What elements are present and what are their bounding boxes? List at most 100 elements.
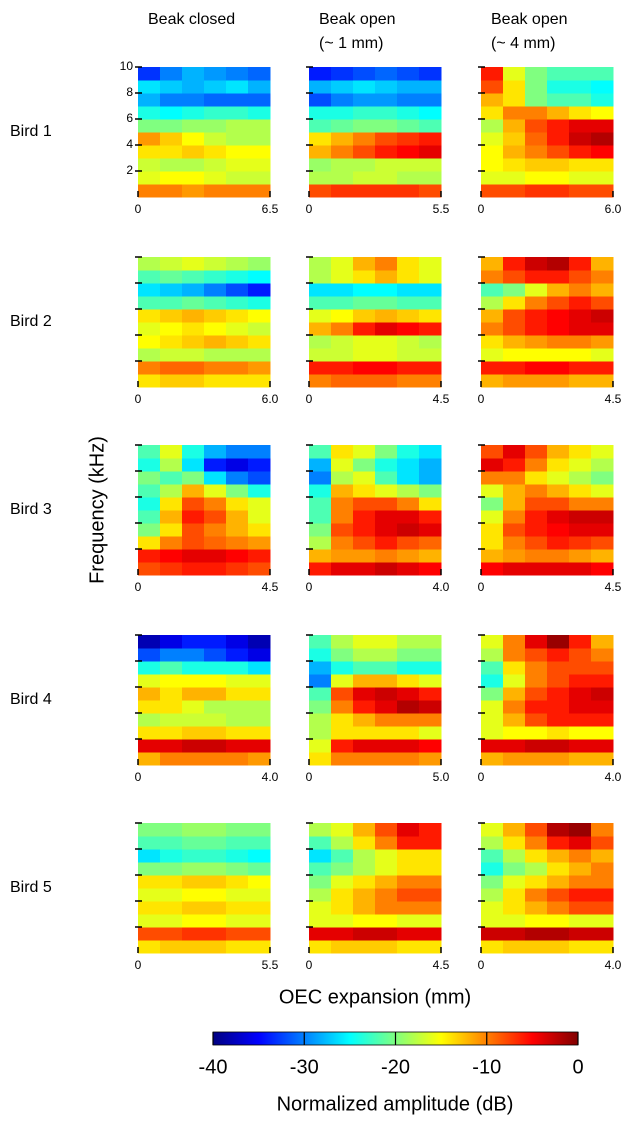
heatmap-cell <box>375 562 398 576</box>
heatmap-cell <box>182 875 205 889</box>
heatmap-cell <box>182 309 205 323</box>
heatmap-cell <box>375 106 398 120</box>
heatmap-cell <box>226 875 249 889</box>
heatmap-cell <box>419 823 442 837</box>
heatmap-cell <box>375 445 398 459</box>
heatmap-cell <box>591 661 614 675</box>
heatmap-cell <box>375 674 398 688</box>
heatmap-cell <box>353 270 376 284</box>
heatmap-cell <box>503 322 526 336</box>
heatmap-cell <box>138 648 161 662</box>
heatmap-cell <box>375 484 398 498</box>
heatmap-cell <box>182 726 205 740</box>
heatmap-cell <box>182 497 205 511</box>
heatmap-cell <box>481 80 504 94</box>
heatmap-cell <box>353 145 376 159</box>
heatmap-cell <box>569 257 592 271</box>
heatmap-cell <box>591 471 614 485</box>
heatmap-cell <box>375 687 398 701</box>
heatmap-cell <box>397 901 420 915</box>
heatmap-cell <box>375 80 398 94</box>
heatmap-cell <box>503 875 526 889</box>
heatmap-cell <box>248 523 271 537</box>
heatmap-cell <box>547 67 570 81</box>
heatmap-cell <box>353 523 376 537</box>
heatmap-cell <box>503 257 526 271</box>
heatmap-cell <box>503 283 526 297</box>
heatmap-cell <box>591 335 614 349</box>
heatmap-cell <box>204 257 227 271</box>
heatmap-cell <box>547 927 570 941</box>
heatmap-cell <box>525 374 548 388</box>
heatmap-cell <box>138 471 161 485</box>
heatmap-cell <box>375 322 398 336</box>
heatmap-cell <box>591 700 614 714</box>
heatmap-cell <box>419 836 442 850</box>
heatmap-cell <box>204 458 227 472</box>
heatmap-cell <box>248 296 271 310</box>
heatmap-cell <box>525 497 548 511</box>
heatmap-cell <box>547 119 570 133</box>
heatmap-cell <box>503 335 526 349</box>
column-title: Beak open <box>491 11 568 28</box>
heatmap-cell <box>419 67 442 81</box>
heatmap-cell <box>248 914 271 928</box>
heatmap-cell <box>309 335 332 349</box>
heatmap-cell <box>204 700 227 714</box>
heatmap-cell <box>204 849 227 863</box>
heatmap-cell <box>397 739 420 753</box>
heatmap-cell <box>397 536 420 550</box>
heatmap-cell <box>503 739 526 753</box>
heatmap-cell <box>375 145 398 159</box>
heatmap-cell <box>419 80 442 94</box>
heatmap-cell <box>204 497 227 511</box>
heatmap-cell <box>503 484 526 498</box>
heatmap-cell <box>481 270 504 284</box>
heatmap-cell <box>547 348 570 362</box>
heatmap-cell <box>503 888 526 902</box>
heatmap-cell <box>204 309 227 323</box>
heatmap-cell <box>375 335 398 349</box>
heatmap-cell <box>138 445 161 459</box>
heatmap-cell <box>204 132 227 146</box>
heatmap-cell <box>525 823 548 837</box>
heatmap-cell <box>419 648 442 662</box>
x-tick-label: 0 <box>478 770 485 784</box>
heatmap-cell <box>138 562 161 576</box>
heatmap-cell <box>419 171 442 185</box>
heatmap-cell <box>309 80 332 94</box>
heatmap-cell <box>331 471 354 485</box>
heatmap-cell <box>569 497 592 511</box>
heatmap-cell <box>397 132 420 146</box>
heatmap-cell <box>547 674 570 688</box>
heatmap-cell <box>309 445 332 459</box>
heatmap-cell <box>309 484 332 498</box>
heatmap-cell <box>248 901 271 915</box>
x-tick-label: 0 <box>135 580 142 594</box>
heatmap-cell <box>226 523 249 537</box>
heatmap-cell <box>204 648 227 662</box>
heatmap-cell <box>375 726 398 740</box>
heatmap-cell <box>481 119 504 133</box>
heatmap-cell <box>204 145 227 159</box>
heatmap-cell <box>591 927 614 941</box>
heatmap-cell <box>525 562 548 576</box>
heatmap-cell <box>375 132 398 146</box>
heatmap-cell <box>182 823 205 837</box>
heatmap-cell <box>160 471 183 485</box>
heatmap-cell <box>591 361 614 375</box>
heatmap-cell <box>138 484 161 498</box>
heatmap-cell <box>353 726 376 740</box>
heatmap-cell <box>547 661 570 675</box>
heatmap-cell <box>503 648 526 662</box>
heatmap-cell <box>591 510 614 524</box>
heatmap-cell <box>138 510 161 524</box>
heatmap-cell <box>204 270 227 284</box>
x-tick-label: 0 <box>306 392 313 406</box>
heatmap-cell <box>160 823 183 837</box>
row-label: Bird 2 <box>10 313 52 330</box>
heatmap-cell <box>525 158 548 172</box>
heatmap-cell <box>138 674 161 688</box>
heatmap-cell <box>525 523 548 537</box>
heatmap-cell <box>138 348 161 362</box>
